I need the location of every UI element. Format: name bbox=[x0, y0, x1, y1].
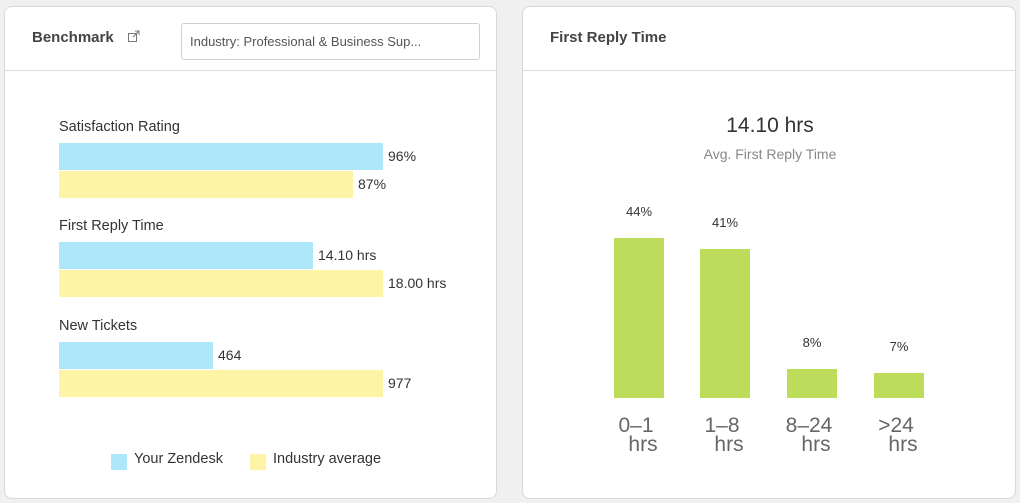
x-tick-label: hrs bbox=[888, 433, 917, 456]
external-link-icon[interactable] bbox=[128, 30, 140, 42]
bar-value-label: 8% bbox=[803, 335, 822, 350]
bar-value-industry-average: 977 bbox=[388, 375, 412, 391]
x-tick-label: 8–24 bbox=[786, 414, 833, 437]
bar-value-label: 41% bbox=[712, 215, 738, 230]
x-tick-label: >24 bbox=[878, 414, 914, 437]
x-tick-label: hrs bbox=[628, 433, 657, 456]
bar-value-your-zendesk: 464 bbox=[218, 347, 242, 363]
bar-value-industry-average: 87% bbox=[358, 176, 387, 192]
first-reply-title: First Reply Time bbox=[550, 29, 667, 46]
first-reply-header: First Reply Time bbox=[523, 7, 1015, 71]
bar-3 bbox=[874, 373, 924, 398]
avg-first-reply-label: Avg. First Reply Time bbox=[703, 146, 837, 162]
bar-industry-average bbox=[59, 171, 353, 198]
benchmark-metric-label: Satisfaction Rating bbox=[59, 119, 180, 135]
x-tick-label: 1–8 bbox=[704, 414, 739, 437]
bar-value-label: 7% bbox=[890, 339, 909, 354]
bar-your-zendesk bbox=[59, 143, 383, 170]
benchmark-metric-label: New Tickets bbox=[59, 318, 138, 334]
legend-swatch-industry bbox=[250, 454, 266, 470]
industry-select[interactable]: Industry: Professional & Business Sup... bbox=[181, 23, 480, 60]
benchmark-header: Benchmark Industry: Professional & Busin… bbox=[5, 7, 496, 71]
bar-value-industry-average: 18.00 hrs bbox=[388, 275, 447, 291]
benchmark-title: Benchmark bbox=[32, 29, 114, 46]
bar-value-your-zendesk: 14.10 hrs bbox=[318, 247, 377, 263]
legend-you: Your Zendesk bbox=[134, 451, 223, 467]
benchmark-metric-label: First Reply Time bbox=[59, 218, 164, 234]
bar-1 bbox=[700, 249, 750, 398]
x-tick-label: 0–1 bbox=[618, 414, 653, 437]
bar-value-your-zendesk: 96% bbox=[388, 148, 417, 164]
x-tick-label: hrs bbox=[801, 433, 830, 456]
bar-your-zendesk bbox=[59, 342, 213, 369]
bar-industry-average bbox=[59, 370, 383, 397]
x-tick-label: hrs bbox=[714, 433, 743, 456]
benchmark-panel: Benchmark Industry: Professional & Busin… bbox=[4, 6, 497, 499]
avg-first-reply-value: 14.10 hrs bbox=[726, 114, 814, 137]
bar-your-zendesk bbox=[59, 242, 313, 269]
legend-industry: Industry average bbox=[273, 451, 382, 467]
bar-industry-average bbox=[59, 270, 383, 297]
bar-value-label: 44% bbox=[626, 204, 652, 219]
legend-swatch-you bbox=[111, 454, 127, 470]
bar-2 bbox=[787, 369, 837, 398]
first-reply-panel: First Reply Time 14.10 hrs Avg. First Re… bbox=[522, 6, 1016, 499]
bar-0 bbox=[614, 238, 664, 398]
